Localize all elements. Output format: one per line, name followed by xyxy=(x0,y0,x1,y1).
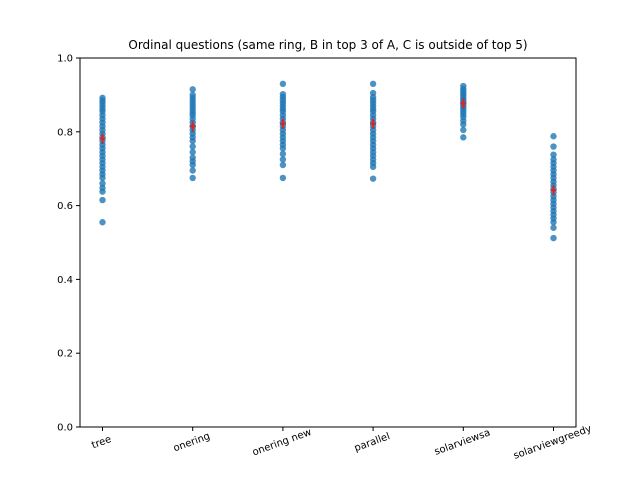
data-point xyxy=(550,143,557,150)
data-point xyxy=(99,196,106,204)
data-point xyxy=(279,90,287,98)
data-point xyxy=(550,156,557,163)
series-parallel xyxy=(369,80,377,182)
y-axis: 0.0 0.2 0.4 0.6 0.8 1.0 xyxy=(57,54,80,434)
series-solarviewsa xyxy=(460,82,467,141)
data-point xyxy=(550,224,557,231)
y-tick-label: 0.4 xyxy=(57,275,73,286)
data-point xyxy=(460,134,467,141)
data-point xyxy=(189,167,196,174)
data-point xyxy=(189,143,196,150)
y-tick-label: 0.2 xyxy=(57,349,73,360)
data-point xyxy=(189,86,196,93)
y-tick-label: 0.0 xyxy=(57,423,73,434)
data-point xyxy=(369,89,377,97)
data-point xyxy=(460,82,467,90)
data-point xyxy=(550,234,557,242)
data-point xyxy=(279,161,287,169)
series-solarviewgreedy xyxy=(550,133,557,242)
data-point xyxy=(189,148,196,156)
y-tick-label: 0.6 xyxy=(57,201,73,212)
data-point xyxy=(189,91,196,99)
data-point xyxy=(550,151,557,158)
y-tick-label: 1.0 xyxy=(57,54,73,65)
axes-frame xyxy=(79,57,577,428)
plot-area xyxy=(99,80,557,242)
data-point xyxy=(99,184,106,192)
data-point xyxy=(279,174,287,182)
y-tick-label: 0.8 xyxy=(57,127,73,138)
data-point xyxy=(189,154,196,161)
data-point xyxy=(460,126,467,134)
data-point xyxy=(279,156,287,163)
data-point xyxy=(369,80,377,88)
data-point xyxy=(99,180,106,187)
series-onering xyxy=(189,86,196,182)
data-point xyxy=(369,175,377,182)
chart-title: Ordinal questions (same ring, B in top 3… xyxy=(128,38,527,52)
data-point xyxy=(99,94,106,102)
data-point xyxy=(99,219,106,226)
series-tree xyxy=(99,94,106,226)
data-point xyxy=(279,150,287,158)
data-point xyxy=(279,80,287,88)
data-point xyxy=(189,174,196,182)
series-onering-new xyxy=(279,80,287,182)
data-point xyxy=(550,133,557,140)
